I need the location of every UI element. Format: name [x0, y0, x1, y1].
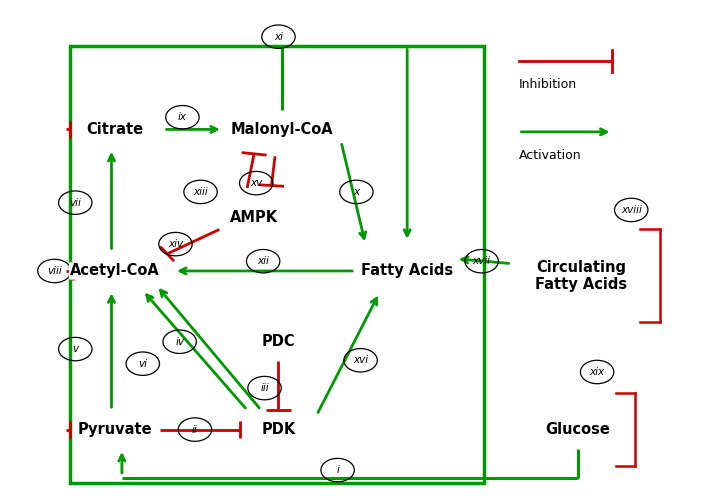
Text: ix: ix [178, 112, 187, 122]
Text: xv: xv [250, 178, 262, 188]
Text: viii: viii [47, 266, 62, 276]
Text: vi: vi [138, 359, 147, 369]
Text: vii: vii [70, 198, 81, 208]
Text: ii: ii [192, 425, 198, 435]
Text: iii: iii [261, 383, 269, 393]
Text: Fatty Acids: Fatty Acids [361, 263, 453, 278]
Text: Citrate: Citrate [87, 122, 143, 137]
Text: i: i [336, 465, 339, 475]
Text: xiv: xiv [168, 239, 183, 249]
Text: Pyruvate: Pyruvate [77, 422, 152, 437]
Text: Malonyl-CoA: Malonyl-CoA [231, 122, 333, 137]
Text: Acetyl-CoA: Acetyl-CoA [70, 263, 160, 278]
Text: PDK: PDK [261, 422, 295, 437]
Text: AMPK: AMPK [230, 210, 278, 225]
Text: Circulating
Fatty Acids: Circulating Fatty Acids [535, 259, 627, 292]
Text: xvi: xvi [353, 355, 368, 365]
Text: Inhibition: Inhibition [518, 78, 577, 91]
Text: Activation: Activation [518, 149, 581, 162]
Text: xii: xii [257, 256, 269, 266]
Text: xvii: xvii [473, 256, 491, 266]
Text: Glucose: Glucose [545, 422, 610, 437]
Text: x: x [354, 187, 359, 197]
Text: xiii: xiii [193, 187, 208, 197]
Text: v: v [72, 344, 78, 354]
Text: xi: xi [274, 32, 283, 42]
Text: PDC: PDC [262, 334, 295, 349]
Text: xviii: xviii [621, 205, 642, 215]
Text: xix: xix [589, 367, 605, 377]
Text: iv: iv [175, 337, 184, 347]
